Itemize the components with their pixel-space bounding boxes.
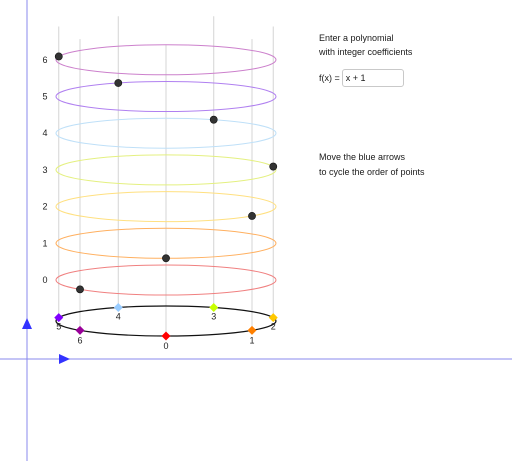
level-ring xyxy=(55,264,277,296)
arrow-up-icon[interactable] xyxy=(22,318,32,329)
y-axis-labels: 0 1 2 3 4 5 6 xyxy=(42,55,47,285)
base-point xyxy=(209,302,219,312)
move-instruction-line-1: Move the blue arrows xyxy=(319,152,406,162)
y-axis-label: 2 xyxy=(42,202,47,212)
y-axis-label: 0 xyxy=(42,275,47,285)
arrow-right-icon[interactable] xyxy=(59,354,70,364)
base-point-label: 0 xyxy=(163,341,168,351)
base-point-label: 4 xyxy=(116,311,121,321)
polynomial-input[interactable] xyxy=(341,69,404,87)
base-point-label: 2 xyxy=(271,322,276,332)
base-point xyxy=(268,313,278,323)
base-point-label: 6 xyxy=(77,335,82,345)
cylinder-rings xyxy=(55,44,277,296)
level-ring xyxy=(55,191,277,223)
function-label: f(x) = xyxy=(319,73,340,83)
base-point-label: 1 xyxy=(249,335,254,345)
y-axis-label: 1 xyxy=(42,238,47,248)
plotted-point xyxy=(269,162,278,171)
plotted-point xyxy=(76,285,84,294)
plotted-point xyxy=(248,212,256,220)
move-instruction-line-2: to cycle the order of points xyxy=(319,167,425,177)
base-point xyxy=(247,325,257,335)
blue-arrows[interactable] xyxy=(22,318,70,364)
level-ring xyxy=(55,154,277,186)
y-axis-label: 3 xyxy=(42,165,47,175)
plotted-point xyxy=(209,115,218,124)
cylinder-vertical-lines xyxy=(58,16,274,336)
y-axis-label: 4 xyxy=(42,128,47,138)
plotted-point xyxy=(162,254,170,263)
base-point xyxy=(161,331,171,341)
base-point xyxy=(75,325,85,335)
plotted-point xyxy=(114,79,123,87)
plotted-points xyxy=(54,52,278,294)
base-point-label: 3 xyxy=(211,311,216,321)
instruction-line-2: with integer coefficients xyxy=(319,47,413,57)
base-point xyxy=(54,313,64,323)
level-ring xyxy=(55,117,277,149)
instruction-line-1: Enter a polynomial xyxy=(319,33,394,43)
level-ring xyxy=(55,81,277,112)
base-point xyxy=(113,302,123,312)
polynomial-input-row: f(x) = xyxy=(319,68,404,88)
base-ring: 0 1 2 3 4 5 6 xyxy=(54,302,278,351)
plotted-point xyxy=(54,52,63,61)
y-axis-label: 5 xyxy=(42,92,47,102)
y-axis-label: 6 xyxy=(42,55,47,65)
base-point-label: 5 xyxy=(56,322,61,332)
level-ring xyxy=(55,44,277,76)
